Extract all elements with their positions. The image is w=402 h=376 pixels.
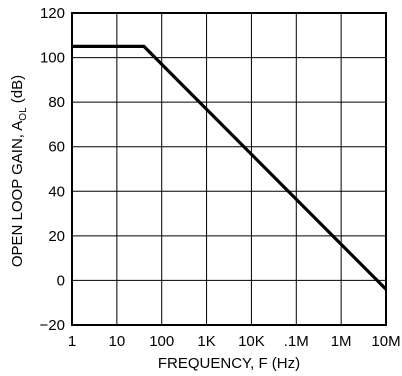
y-tick-label: 0 (57, 272, 65, 289)
y-tick-label: 80 (48, 94, 65, 111)
y-tick-labels: −20 0 20 40 60 80 100 120 (40, 5, 65, 334)
x-tick-label: 1 (68, 333, 76, 350)
y-axis-title-unit: (dB) (9, 75, 26, 108)
y-tick-label: 100 (40, 50, 65, 67)
x-tick-label: 10K (238, 333, 265, 350)
x-tick-label: 10 (109, 333, 126, 350)
plot-frame (71, 12, 387, 326)
y-tick-label: −20 (40, 317, 65, 334)
y-tick-label: 60 (48, 139, 65, 156)
gain-curve (72, 44, 388, 291)
series-layer (72, 44, 388, 291)
x-tick-label: 1M (331, 333, 352, 350)
x-axis-title: FREQUENCY, F (Hz) (158, 355, 300, 372)
y-tick-label: 120 (40, 5, 65, 22)
y-tick-label: 40 (48, 183, 65, 200)
x-tick-label: 1K (197, 333, 215, 350)
y-tick-label: 20 (48, 228, 65, 245)
y-axis-title-subscript: OL (18, 107, 29, 121)
x-tick-label: 10M (371, 333, 400, 350)
y-axis-title-main: OPEN LOOP GAIN, A (9, 121, 26, 267)
x-tick-labels: 1 10 100 1K 10K .1M 1M 10M (68, 333, 401, 350)
y-axis-title: OPEN LOOP GAIN, AOL (dB) (9, 75, 29, 267)
grid (71, 12, 387, 326)
x-tick-label: 100 (149, 333, 174, 350)
x-tick-label: .1M (284, 333, 309, 350)
